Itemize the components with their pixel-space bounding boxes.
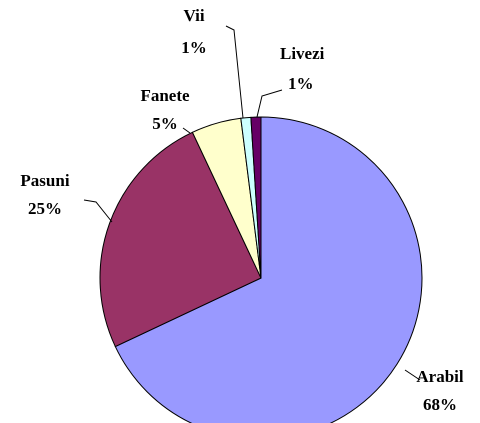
pie-slice	[99, 131, 262, 348]
slice-value-label: 25%	[28, 199, 62, 218]
slice-value-label: 1%	[288, 74, 314, 93]
pie-slice	[114, 116, 423, 423]
leader-line	[404, 369, 421, 381]
slice-label: Pasuni	[20, 171, 69, 190]
leader-line	[256, 89, 283, 118]
pie-slice	[250, 116, 262, 279]
slice-value-label: 1%	[181, 38, 207, 57]
leader-line	[182, 127, 191, 134]
leader-line	[83, 199, 113, 223]
slice-label: Vii	[183, 6, 204, 25]
slice-label: Livezi	[280, 44, 325, 63]
slice-label: Fanete	[140, 86, 190, 105]
slice-value-label: 5%	[152, 114, 178, 133]
slice-value-label: 68%	[423, 395, 457, 414]
leader-line	[225, 25, 244, 119]
slice-label: Arabil	[416, 367, 464, 386]
